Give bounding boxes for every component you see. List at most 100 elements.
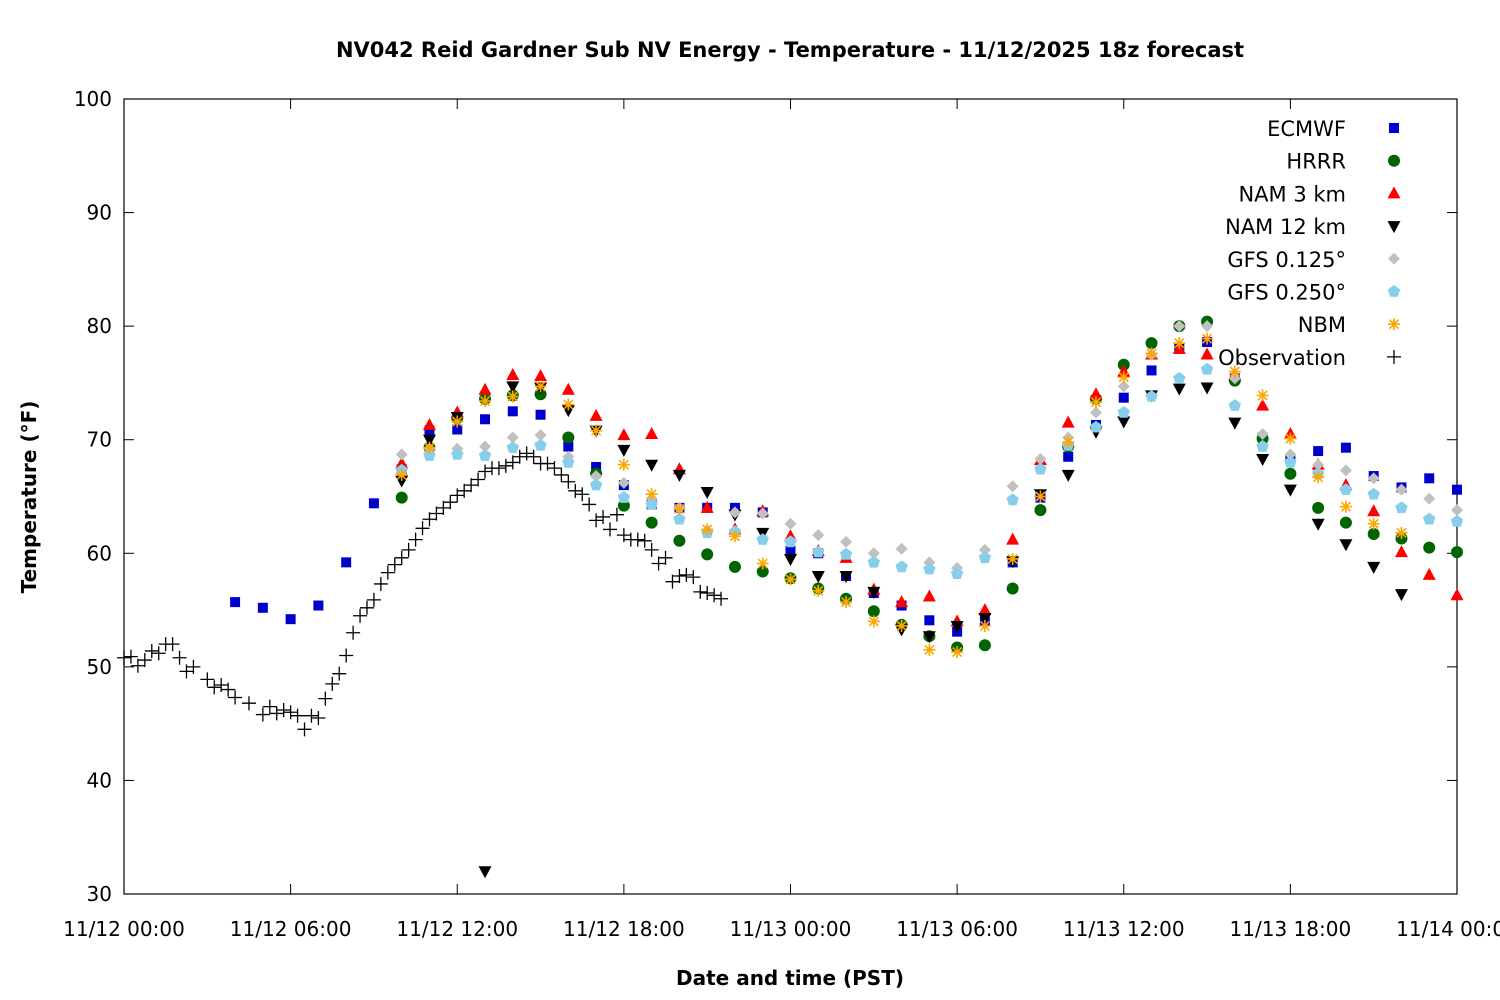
data-point bbox=[714, 591, 729, 606]
data-point bbox=[1340, 442, 1351, 453]
data-point bbox=[480, 414, 491, 425]
data-point bbox=[1089, 420, 1103, 433]
data-point bbox=[339, 648, 354, 663]
data-point bbox=[700, 586, 715, 601]
data-point bbox=[1006, 582, 1019, 595]
data-point bbox=[207, 680, 222, 695]
data-point bbox=[784, 573, 797, 586]
data-point bbox=[452, 424, 463, 435]
data-point bbox=[353, 608, 368, 623]
data-point bbox=[665, 574, 680, 589]
data-point bbox=[507, 406, 518, 417]
data-point bbox=[479, 440, 492, 453]
data-point bbox=[123, 649, 138, 664]
data-point bbox=[923, 643, 936, 656]
data-point bbox=[561, 474, 576, 489]
data-point bbox=[506, 367, 520, 380]
legend-item: Observation bbox=[1218, 346, 1401, 370]
data-point bbox=[978, 619, 991, 632]
data-point bbox=[784, 535, 797, 548]
data-point bbox=[1228, 417, 1242, 430]
data-point bbox=[534, 438, 547, 451]
x-tick-label: 11/13 00:00 bbox=[730, 917, 852, 941]
data-point bbox=[951, 646, 964, 659]
data-point bbox=[811, 571, 825, 583]
legend-item: NAM 3 km bbox=[1238, 182, 1401, 206]
data-point bbox=[451, 415, 464, 428]
series-ecmwf bbox=[230, 337, 1462, 637]
data-point bbox=[1312, 471, 1325, 484]
data-point bbox=[756, 557, 769, 570]
data-point bbox=[867, 555, 880, 568]
data-point bbox=[1063, 451, 1074, 462]
data-point bbox=[922, 631, 936, 644]
data-point bbox=[1313, 446, 1324, 457]
data-point bbox=[1452, 484, 1462, 495]
data-point bbox=[422, 417, 436, 430]
x-tick-label: 11/14 00:00 bbox=[1396, 917, 1500, 941]
data-point bbox=[785, 546, 796, 557]
data-point bbox=[895, 560, 908, 573]
x-axis: 11/12 00:00 11/12 06:00 11/12 12:00 11/12 1… bbox=[63, 99, 1500, 941]
data-point bbox=[1256, 398, 1270, 411]
data-point bbox=[651, 556, 666, 571]
legend-item: NAM 12 km bbox=[1225, 215, 1401, 239]
data-point bbox=[394, 550, 409, 565]
legend-item: ECMWF bbox=[1267, 117, 1399, 141]
data-point bbox=[415, 521, 430, 536]
y-tick-label: 80 bbox=[87, 314, 112, 338]
data-point bbox=[506, 381, 520, 394]
data-point bbox=[589, 408, 603, 421]
data-point bbox=[1367, 487, 1380, 500]
data-point bbox=[617, 428, 631, 441]
data-point bbox=[1006, 493, 1019, 506]
data-point bbox=[457, 483, 472, 498]
legend-marker bbox=[1387, 285, 1401, 297]
data-point bbox=[1006, 532, 1020, 545]
data-point bbox=[1089, 406, 1102, 419]
data-point bbox=[812, 584, 825, 597]
data-point bbox=[534, 380, 547, 393]
data-point bbox=[568, 483, 583, 498]
y-tick-label: 30 bbox=[87, 882, 112, 906]
legend-item: HRRR bbox=[1286, 150, 1400, 174]
data-point bbox=[1228, 399, 1241, 411]
y-tick-label: 90 bbox=[87, 201, 112, 225]
data-point bbox=[895, 619, 908, 632]
data-point bbox=[630, 532, 645, 547]
data-point bbox=[451, 448, 464, 460]
data-point bbox=[1339, 500, 1352, 513]
data-point bbox=[1284, 448, 1297, 461]
data-point bbox=[366, 592, 381, 607]
y-tick-label: 60 bbox=[87, 541, 112, 565]
data-point bbox=[1172, 383, 1186, 396]
data-point bbox=[1423, 512, 1436, 525]
legend-marker bbox=[1387, 186, 1401, 199]
y-tick-label: 100 bbox=[74, 87, 112, 111]
data-point bbox=[230, 597, 241, 608]
data-point bbox=[1117, 380, 1130, 393]
chart-title: NV042 Reid Gardner Sub NV Energy - Tempe… bbox=[336, 38, 1244, 62]
data-point bbox=[1146, 365, 1157, 376]
series-observation bbox=[117, 446, 729, 737]
data-point bbox=[464, 478, 479, 493]
data-point bbox=[1256, 454, 1270, 467]
data-point bbox=[297, 722, 312, 737]
data-point bbox=[534, 369, 548, 382]
data-point bbox=[1367, 472, 1380, 485]
data-point bbox=[346, 625, 361, 640]
x-tick-label: 11/12 00:00 bbox=[63, 917, 185, 941]
data-point bbox=[387, 557, 402, 572]
data-point bbox=[436, 500, 451, 515]
data-point bbox=[1062, 435, 1075, 448]
data-point bbox=[617, 476, 630, 489]
data-point bbox=[693, 584, 708, 599]
data-point bbox=[1283, 484, 1297, 497]
data-point bbox=[519, 446, 534, 461]
data-point bbox=[1395, 483, 1408, 496]
data-point bbox=[408, 532, 423, 547]
data-point bbox=[562, 455, 575, 468]
data-point bbox=[658, 550, 673, 565]
data-point bbox=[1422, 567, 1436, 580]
